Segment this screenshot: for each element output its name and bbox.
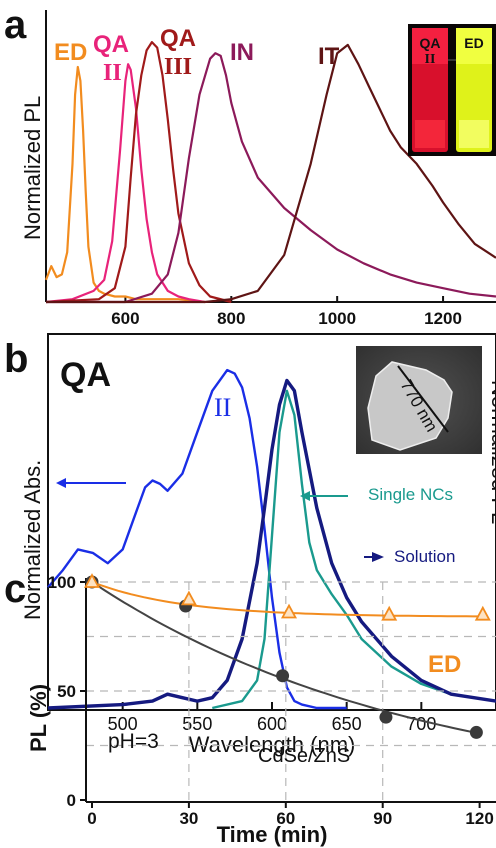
inset-label-ii: II [425,52,436,67]
panel-c-point-ed [180,590,197,606]
panel-b-xtick-label: 500 [108,714,138,734]
arrow-single-head [300,491,310,501]
panel-a-xtick-label: 1200 [424,309,462,328]
panel-c-point-cdse [276,669,290,683]
panel-c-xtick-label: 120 [465,809,493,828]
label-solution: Solution [394,547,455,566]
panel-letter-b: b [4,337,28,381]
label-ed: ED [54,39,87,66]
panel-a-series-qa-ii [45,63,205,304]
panel-c-ylabel: PL (%) [26,684,51,752]
inset-photo: QA II ED [408,24,496,156]
panel-a-series-ed [44,65,205,304]
sem-flake [367,361,453,451]
panel-c-xtick-label: 90 [373,809,392,828]
panel-a-xtick-label: 600 [111,309,139,328]
panel-b-xlabel: Wavelength (nm) [189,732,356,757]
panel-c-ytick-label: 100 [48,573,76,592]
panel-b-xtick-label: 550 [182,714,212,734]
panel-a-xtick-label: 800 [217,309,245,328]
panel-c-xlabel: Time (min) [217,822,328,847]
inset-label-qa: QA [420,35,441,51]
panel-a-series-qa-iii [45,41,232,304]
label-qa: QA [93,31,129,58]
panel-letter-a: a [4,3,27,47]
panel-b-ylabel: Normalized Abs. [20,460,45,620]
panel-c-point-ed [83,573,101,588]
panel-b-xtick-label: 650 [332,714,362,734]
panel-c-xtick-label: 0 [87,809,96,828]
panel-c-xtick-label: 60 [276,809,295,828]
label-ed-c: ED [428,651,461,678]
label-in: IN [230,39,254,66]
panel-c-point-ed [280,603,298,619]
label-it: IT [318,43,340,70]
label-qa3: QA [160,25,196,52]
panel-b: QA Normalized Abs. Normalized PL Wavelen… [20,333,496,757]
panel-b-title: QA [60,356,111,394]
panel-letter-c: c [4,567,26,611]
panel-a-series-it [46,43,496,304]
label-cdse: CdSe/ZnS [258,745,350,767]
sem-inset: 770 nm [356,346,482,454]
label-iii: III [164,54,192,80]
panel-b-ylabel-right: Normalized PL [487,380,496,524]
label-single-ncs: Single NCs [368,485,453,504]
label-ii: II [103,60,122,86]
label-ii-b: II [214,393,231,422]
sem-scale-line [397,365,449,433]
panel-c-point-ed [381,605,398,621]
panel-a-series-in [46,52,496,304]
panel-b-series-solution [47,378,496,710]
panel-c-ytick-label: 0 [67,791,76,810]
panel-b-series-single-ncs [212,389,496,710]
panel-a: Normalized PL 600 800 1000 1200 ED QA II QA… [20,10,496,328]
arrow-abs-head [56,478,66,488]
panel-a-xtick-label: 1000 [318,309,356,328]
inset-label-ed: ED [464,35,483,51]
label-ph: pH=3 [108,730,159,753]
panel-b-xtick-label: 600 [257,714,287,734]
arrow-solution-head [372,552,384,562]
panel-a-ylabel: Normalized PL [20,96,45,240]
panel-c-point-cdse [379,710,393,724]
panel-c-xtick-label: 30 [179,809,198,828]
panel-c-ytick-label: 50 [57,682,76,701]
panel-b-series-ii [47,368,347,710]
panel-c-point-cdse [469,725,483,739]
panel-c-point-ed [474,605,491,621]
